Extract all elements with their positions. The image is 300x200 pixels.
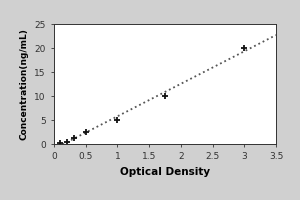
X-axis label: Optical Density: Optical Density — [120, 167, 210, 177]
Y-axis label: Concentration(ng/mL): Concentration(ng/mL) — [20, 28, 28, 140]
